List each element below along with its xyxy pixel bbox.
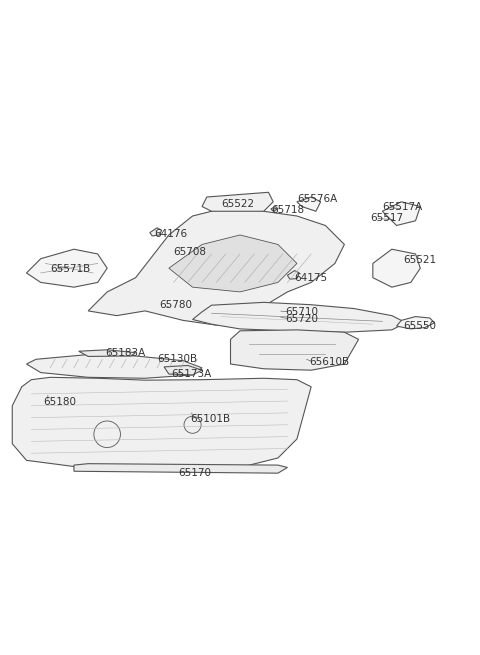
Polygon shape: [12, 377, 311, 468]
Text: 65718: 65718: [271, 205, 304, 215]
Text: 65180: 65180: [43, 397, 76, 407]
Polygon shape: [202, 193, 273, 212]
Polygon shape: [164, 365, 202, 375]
Polygon shape: [88, 206, 344, 325]
Text: 65610B: 65610B: [309, 357, 349, 367]
Polygon shape: [74, 464, 288, 473]
Text: 65521: 65521: [404, 255, 437, 265]
Polygon shape: [396, 316, 434, 329]
Polygon shape: [383, 202, 420, 225]
Polygon shape: [230, 330, 359, 370]
Text: 65183A: 65183A: [105, 348, 145, 358]
Polygon shape: [169, 235, 297, 292]
Polygon shape: [271, 206, 278, 212]
Text: 65710: 65710: [285, 307, 318, 317]
Text: 65708: 65708: [174, 246, 206, 257]
Text: 65173A: 65173A: [171, 369, 212, 379]
Text: 65130B: 65130B: [157, 354, 197, 364]
Text: 64176: 64176: [155, 229, 188, 239]
Text: 65101B: 65101B: [190, 414, 230, 424]
Text: 65550: 65550: [404, 321, 437, 331]
Polygon shape: [373, 249, 420, 287]
Text: 65576A: 65576A: [297, 195, 337, 204]
Text: 64175: 64175: [295, 272, 328, 283]
Polygon shape: [288, 271, 300, 279]
Polygon shape: [297, 197, 321, 212]
Polygon shape: [79, 350, 136, 356]
Text: 65517A: 65517A: [383, 202, 422, 212]
Text: 65517: 65517: [371, 214, 404, 223]
Text: 65571B: 65571B: [50, 264, 90, 274]
Polygon shape: [26, 249, 107, 287]
Polygon shape: [26, 354, 202, 379]
Polygon shape: [150, 228, 162, 236]
Text: 65522: 65522: [221, 199, 254, 209]
Polygon shape: [192, 303, 406, 332]
Text: 65170: 65170: [179, 468, 211, 478]
Text: 65780: 65780: [159, 300, 192, 310]
Text: 65720: 65720: [285, 314, 318, 324]
